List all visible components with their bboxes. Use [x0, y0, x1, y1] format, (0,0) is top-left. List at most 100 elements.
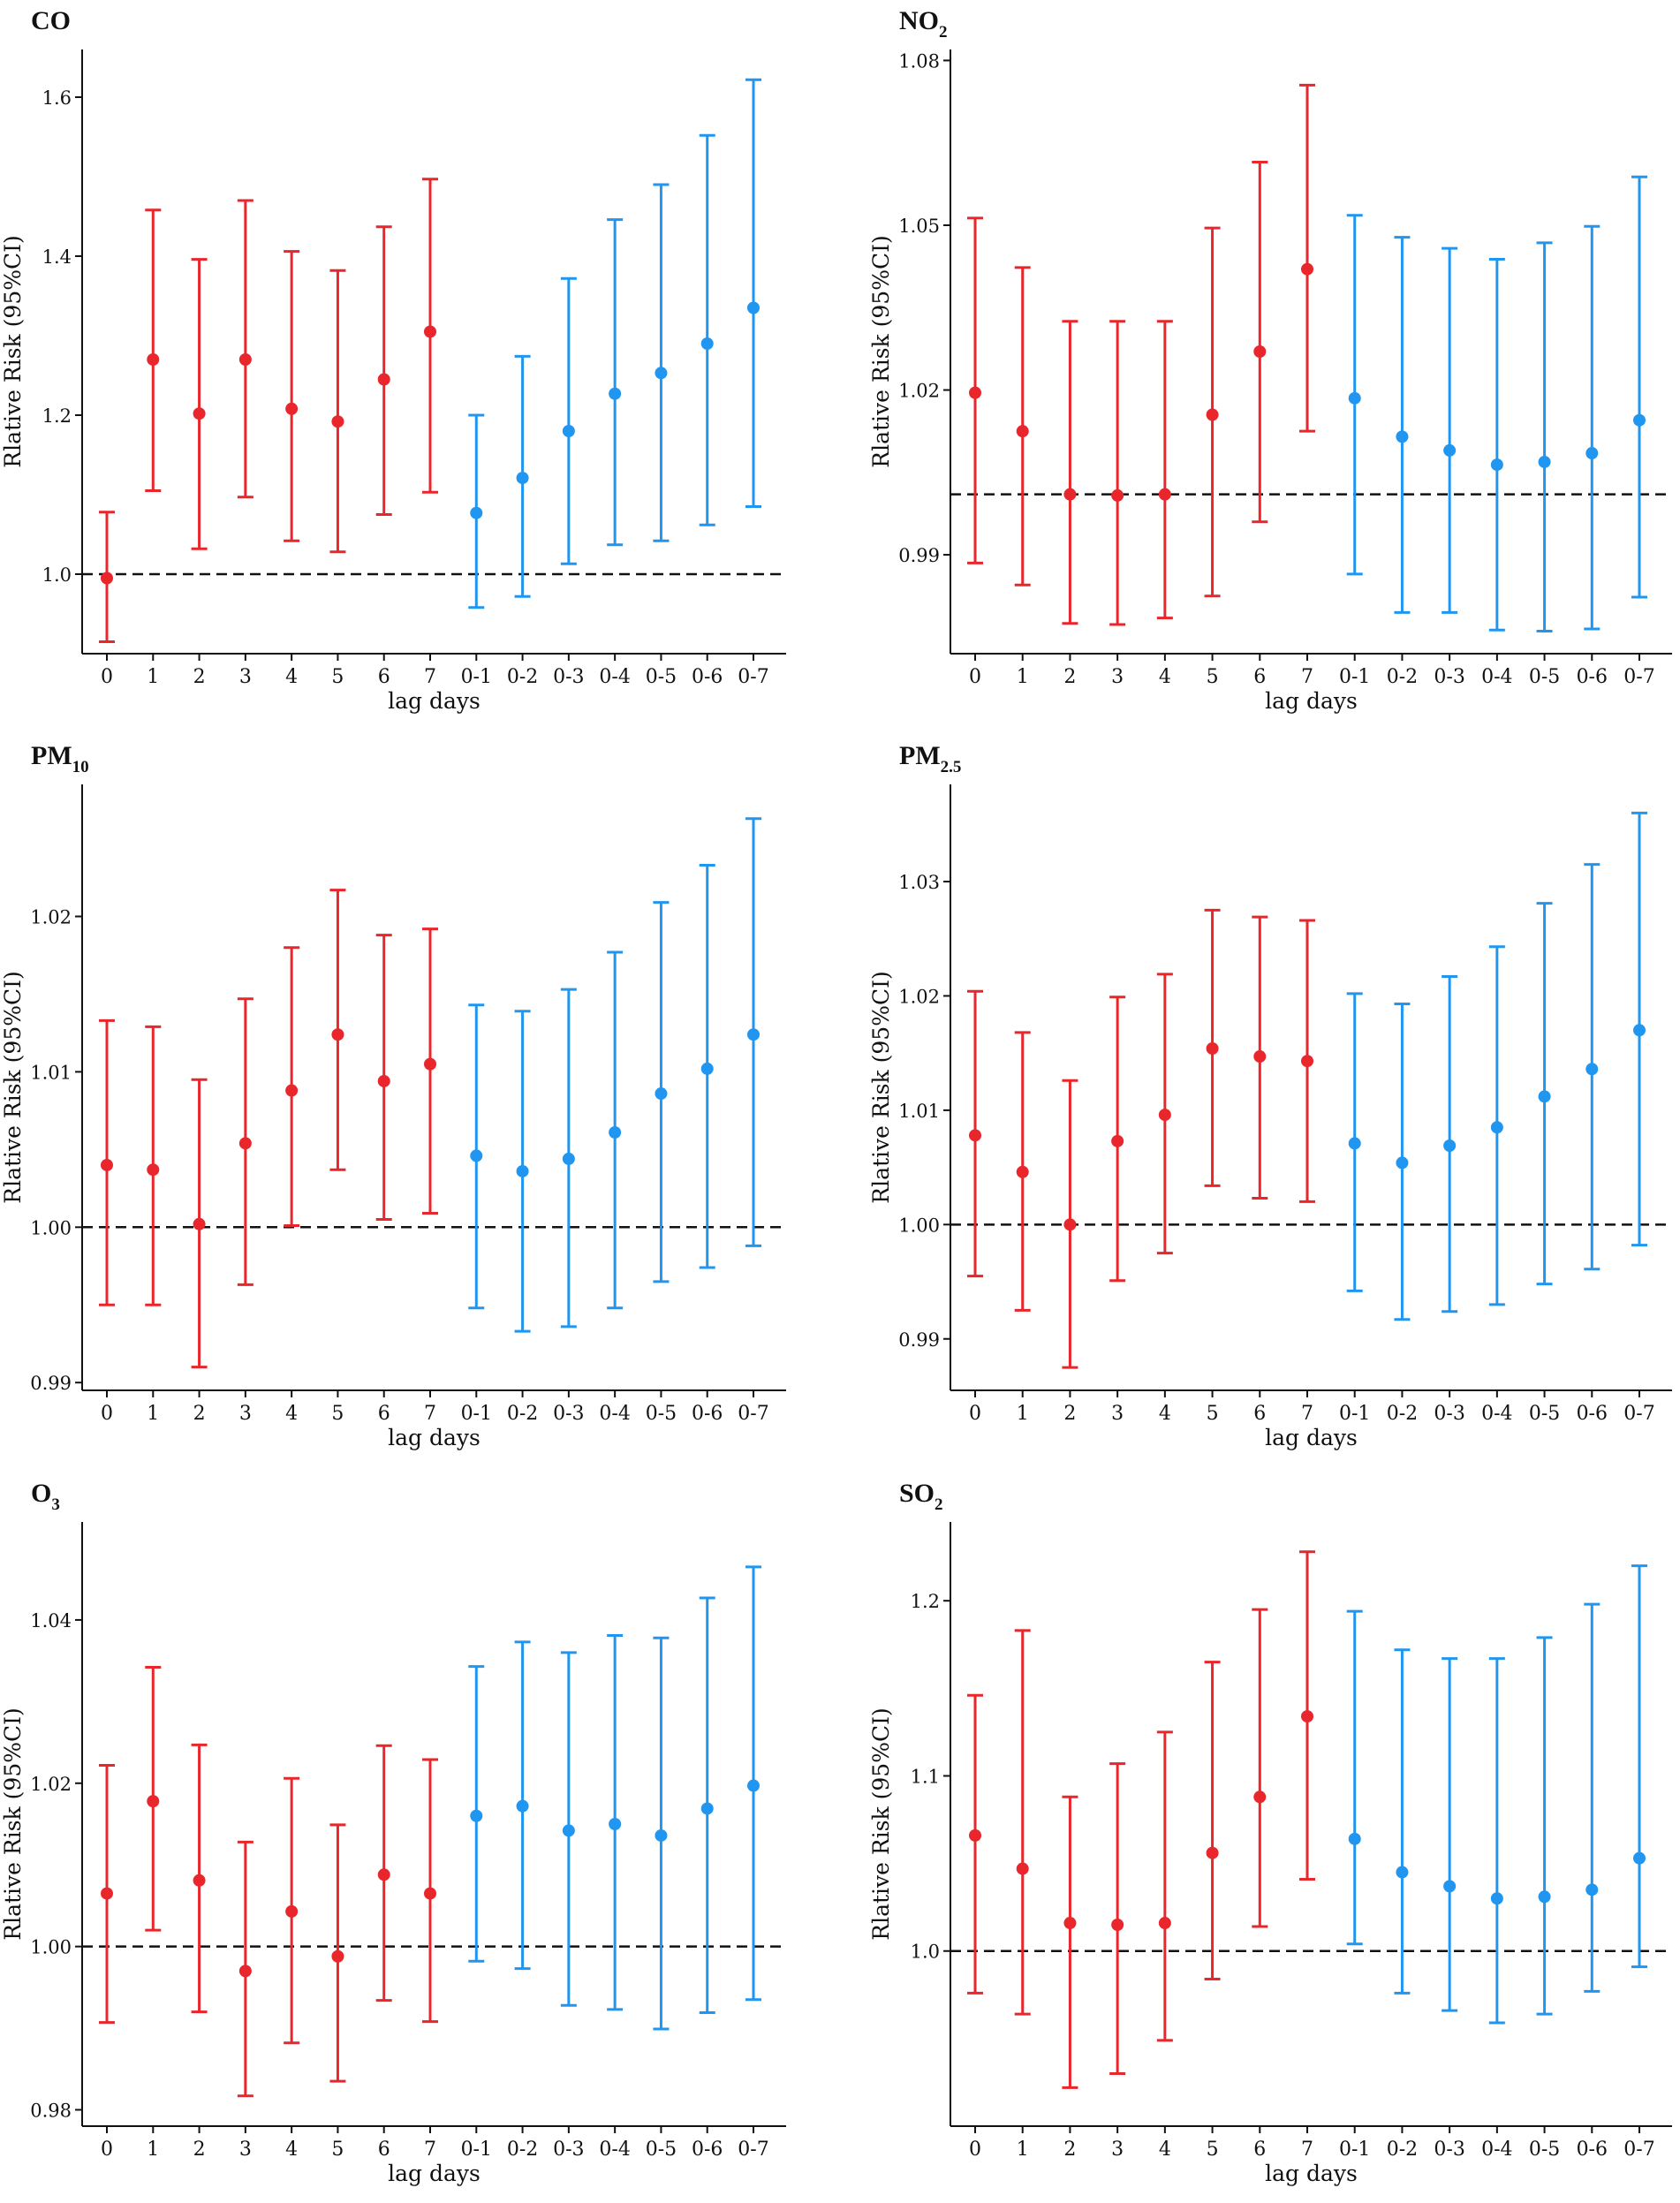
x-tick-label: 7 — [424, 666, 436, 688]
x-tick-label: 5 — [331, 666, 344, 688]
y-tick-label: 1.01 — [898, 1101, 940, 1122]
y-axis-title: Rlative Risk (95%CI) — [868, 235, 894, 467]
estimate-point — [1063, 1218, 1077, 1231]
estimate-point — [1396, 430, 1409, 443]
x-tick-label: 0-7 — [1623, 666, 1654, 688]
panel-title-text: PM — [899, 741, 941, 770]
x-tick-label: 0-2 — [507, 1403, 538, 1425]
chart-panel-o3: O30.981.001.021.040 1 2 3 4 5 6 7 0-1 0-2 0-3 0-4 0-… — [0, 1479, 786, 2186]
chart-panel-pm10: PM10 0.99 1.00 1.01 1.02 0 1 2 3 4 5 6 7 0-1 0-2 0-3 0-4… — [0, 741, 786, 1450]
estimate-point — [193, 1874, 206, 1887]
x-tick-label: 0-3 — [553, 1403, 584, 1425]
estimate-point — [747, 301, 760, 314]
y-tick-label: 1.00 — [30, 1937, 72, 1958]
x-tick-label: 0 — [101, 2139, 113, 2161]
estimate-point — [1016, 1862, 1029, 1875]
y-tick-label: 1.03 — [898, 872, 940, 893]
estimate-point — [1158, 1917, 1171, 1930]
estimate-point — [285, 1084, 299, 1097]
x-tick-label: 5 — [1207, 1403, 1219, 1425]
estimate-point — [1633, 1024, 1646, 1037]
estimate-point — [1111, 1919, 1124, 1931]
estimate-point — [238, 1137, 252, 1150]
estimate-point — [1206, 1041, 1219, 1055]
panel-title: NO2 — [899, 6, 948, 42]
x-tick-label: 4 — [285, 666, 298, 688]
y-tick-label: 1.00 — [30, 1217, 72, 1238]
estimate-point — [609, 1818, 622, 1830]
estimate-point — [655, 1828, 668, 1842]
estimate-point — [470, 1149, 483, 1162]
estimate-point — [747, 1028, 760, 1041]
x-tick-label: 0-2 — [1387, 2139, 1418, 2161]
estimate-point — [1538, 1090, 1551, 1103]
x-tick-label: 2 — [1063, 1403, 1076, 1425]
x-tick-label: 7 — [1301, 1403, 1313, 1425]
estimate-point — [969, 1129, 981, 1142]
estimate-point — [1111, 1134, 1124, 1147]
estimate-point — [147, 353, 160, 366]
estimate-point — [147, 1795, 160, 1808]
x-tick-label: 0-2 — [507, 666, 538, 688]
x-tick-label: 1 — [147, 1403, 159, 1425]
chart-panel-co: CO 1.0 1.2 1.4 1.6 0 1 2 3 4 5 6 7 0-1 0-2 0-3 0-4 0-5 0-6… — [0, 6, 786, 714]
estimate-point — [147, 1163, 160, 1177]
estimate-point — [969, 386, 981, 399]
y-tick-label: 1.05 — [898, 216, 940, 237]
estimate-point — [1301, 1055, 1313, 1068]
estimate-point — [516, 1799, 529, 1813]
x-tick-label: 0-7 — [738, 2139, 768, 2161]
estimate-point — [331, 415, 344, 428]
panel-title-subscript: 10 — [72, 758, 89, 776]
x-tick-label: 0 — [969, 1403, 981, 1425]
estimate-point — [470, 506, 483, 519]
x-tick-label: 1 — [1017, 2139, 1029, 2161]
estimate-point — [285, 402, 299, 415]
x-tick-label: 0-1 — [461, 1403, 492, 1425]
x-tick-label: 4 — [1159, 1403, 1171, 1425]
x-tick-label: 0-4 — [1481, 2139, 1512, 2161]
x-tick-label: 0-4 — [1481, 1403, 1512, 1425]
estimate-point — [1348, 1832, 1361, 1845]
x-tick-label: 3 — [239, 666, 252, 688]
x-tick-label: 5 — [1207, 2139, 1219, 2161]
y-axis-title: Rlative Risk (95%CI) — [868, 1707, 894, 1940]
x-tick-label: 0-4 — [599, 666, 630, 688]
x-tick-label: 0-7 — [1623, 2139, 1654, 2161]
x-tick-label: 0-7 — [738, 666, 768, 688]
panel-title-text: NO — [899, 6, 939, 35]
x-tick-label: 0-1 — [461, 666, 492, 688]
x-axis-title: lag days — [388, 688, 481, 714]
x-tick-label: 3 — [239, 1403, 252, 1425]
y-tick-label: 1.0 — [911, 1942, 940, 1963]
y-tick-label: 1.04 — [30, 1610, 72, 1631]
x-tick-label: 0-1 — [1339, 2139, 1370, 2161]
x-tick-label: 2 — [1063, 666, 1076, 688]
x-tick-label: 1 — [147, 2139, 159, 2161]
estimate-point — [1396, 1866, 1409, 1879]
estimate-point — [700, 1802, 714, 1815]
y-axis-title: Rlative Risk (95%CI) — [0, 235, 26, 467]
x-tick-label: 0-3 — [553, 666, 584, 688]
estimate-point — [193, 407, 206, 420]
y-tick-label: 1.01 — [30, 1062, 72, 1083]
estimate-point — [655, 1087, 668, 1101]
x-axis-title: lag days — [388, 1425, 481, 1450]
x-tick-label: 1 — [147, 666, 159, 688]
x-tick-label: 0-6 — [1577, 2139, 1608, 2161]
estimate-point — [1206, 1846, 1219, 1859]
x-tick-label: 6 — [1253, 666, 1266, 688]
estimate-point — [1443, 443, 1457, 457]
estimate-point — [1396, 1156, 1409, 1170]
estimate-point — [747, 1779, 760, 1792]
estimate-point — [700, 1062, 714, 1075]
estimate-point — [377, 1074, 390, 1087]
estimate-point — [1253, 1050, 1267, 1064]
x-tick-label: 0-1 — [1339, 1403, 1370, 1425]
y-tick-label: 1.08 — [898, 50, 940, 72]
x-tick-label: 0-2 — [507, 2139, 538, 2161]
y-axis-title: Rlative Risk (95%CI) — [0, 1707, 26, 1940]
y-tick-label: 1.02 — [30, 1774, 72, 1795]
x-tick-label: 0-5 — [1529, 666, 1560, 688]
